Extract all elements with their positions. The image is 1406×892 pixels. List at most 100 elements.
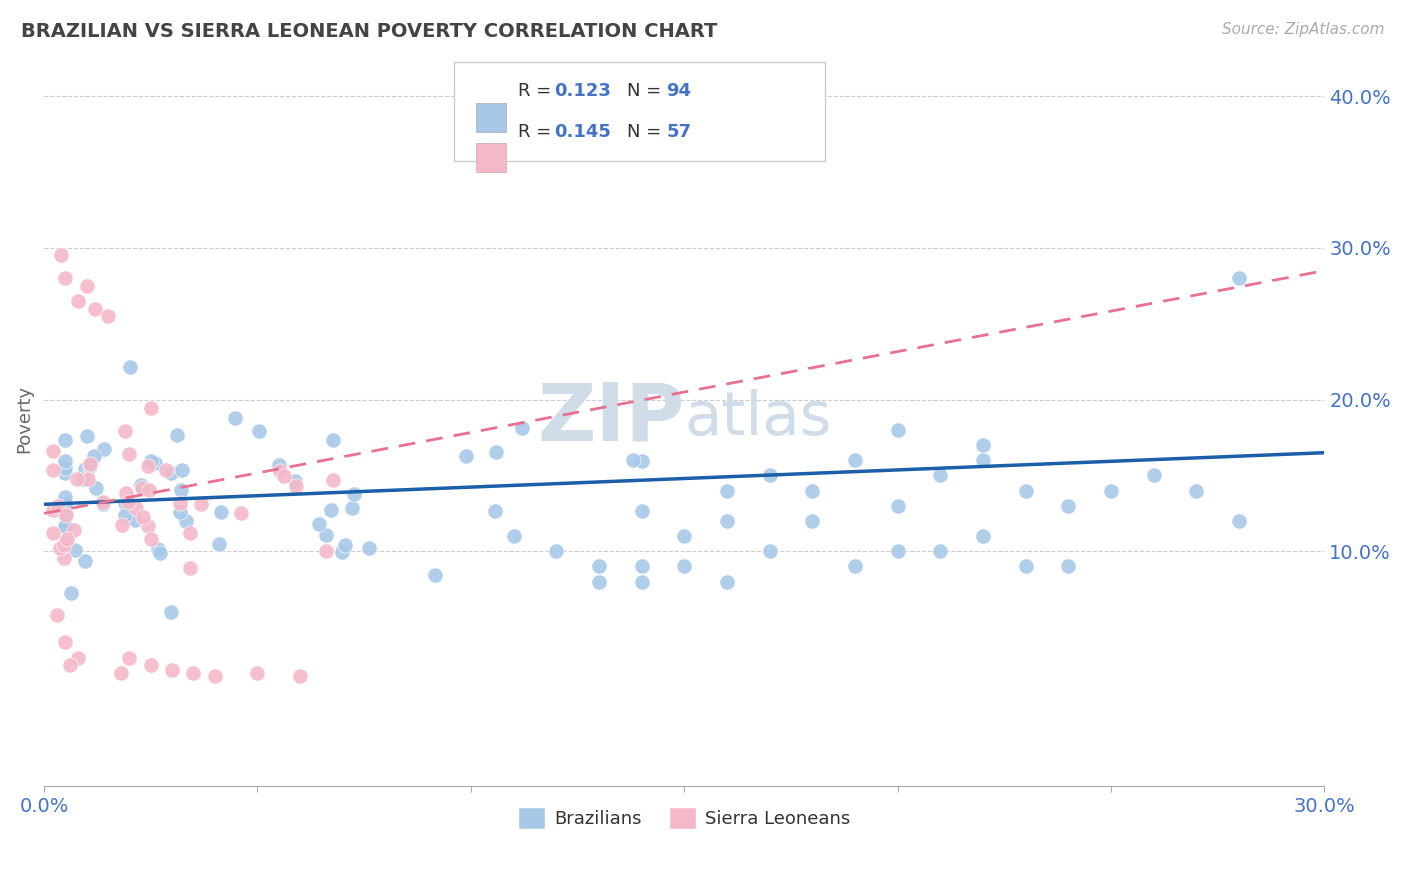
Point [179, 561, 201, 575]
Point [114, 425, 136, 439]
Point [41, 444, 63, 458]
Point [136, 519, 159, 533]
Point [484, 445, 506, 459]
Point [41, 503, 63, 517]
FancyBboxPatch shape [454, 62, 825, 161]
Point [170, 483, 193, 497]
Point [204, 669, 226, 683]
Point [111, 517, 134, 532]
Point [484, 504, 506, 518]
Point [224, 411, 246, 425]
Point [621, 453, 644, 467]
Point [139, 658, 162, 673]
Point [91, 495, 114, 509]
Point [48, 500, 70, 514]
Point [929, 468, 952, 483]
Point [97, 309, 120, 323]
Point [55, 490, 77, 504]
Point [229, 507, 252, 521]
Point [1185, 483, 1208, 498]
Point [1143, 468, 1166, 483]
Point [176, 514, 198, 528]
Point [1057, 499, 1080, 513]
Point [55, 535, 77, 549]
Point [284, 478, 307, 492]
Point [53, 538, 76, 552]
Legend: Brazilians, Sierra Leoneans: Brazilians, Sierra Leoneans [510, 800, 858, 837]
Point [169, 505, 191, 519]
Point [972, 453, 994, 467]
Point [55, 508, 77, 523]
Point [546, 544, 568, 558]
Text: N =: N = [627, 82, 666, 100]
Point [333, 538, 356, 552]
Point [117, 495, 139, 509]
Point [929, 544, 952, 558]
Point [73, 554, 96, 568]
Point [49, 541, 72, 556]
Point [179, 526, 201, 541]
Point [55, 508, 77, 522]
Point [844, 453, 866, 467]
Point [83, 449, 105, 463]
Point [502, 529, 524, 543]
Point [91, 497, 114, 511]
Point [284, 474, 307, 488]
Point [886, 544, 908, 558]
Point [1014, 559, 1036, 574]
Point [131, 481, 153, 495]
Point [141, 401, 163, 416]
Point [630, 504, 652, 518]
Point [118, 447, 141, 461]
Point [55, 433, 77, 447]
Point [136, 459, 159, 474]
Point [170, 463, 193, 477]
Point [183, 665, 205, 680]
Point [166, 427, 188, 442]
Point [716, 483, 738, 498]
Point [55, 454, 77, 468]
Point [630, 574, 652, 589]
Point [673, 559, 696, 574]
Point [588, 574, 610, 589]
Point [1227, 271, 1250, 285]
Text: N =: N = [627, 122, 666, 141]
Point [149, 546, 172, 560]
Point [1099, 483, 1122, 498]
Point [190, 497, 212, 511]
Point [308, 517, 330, 532]
Point [66, 472, 89, 486]
Point [169, 496, 191, 510]
Text: atlas: atlas [685, 389, 832, 448]
Point [630, 454, 652, 468]
Point [67, 293, 90, 308]
Point [79, 459, 101, 474]
Point [758, 544, 780, 558]
Point [46, 607, 69, 622]
Point [118, 360, 141, 375]
Point [972, 529, 994, 543]
Text: ZIP: ZIP [537, 380, 685, 458]
Point [247, 424, 270, 438]
Point [143, 456, 166, 470]
Point [1227, 514, 1250, 528]
Point [76, 429, 98, 443]
Point [330, 545, 353, 559]
Point [55, 532, 77, 546]
Point [322, 433, 344, 447]
Point [758, 468, 780, 483]
Point [114, 496, 136, 510]
Point [93, 442, 115, 456]
Point [209, 505, 232, 519]
Point [454, 449, 477, 463]
Y-axis label: Poverty: Poverty [15, 384, 32, 452]
Point [716, 574, 738, 589]
Point [72, 472, 94, 486]
Point [63, 523, 86, 537]
Text: 94: 94 [666, 82, 692, 100]
Point [359, 541, 381, 555]
Point [801, 514, 824, 528]
Text: BRAZILIAN VS SIERRA LEONEAN POVERTY CORRELATION CHART: BRAZILIAN VS SIERRA LEONEAN POVERTY CORR… [21, 22, 717, 41]
Point [76, 278, 98, 293]
Point [110, 665, 132, 680]
